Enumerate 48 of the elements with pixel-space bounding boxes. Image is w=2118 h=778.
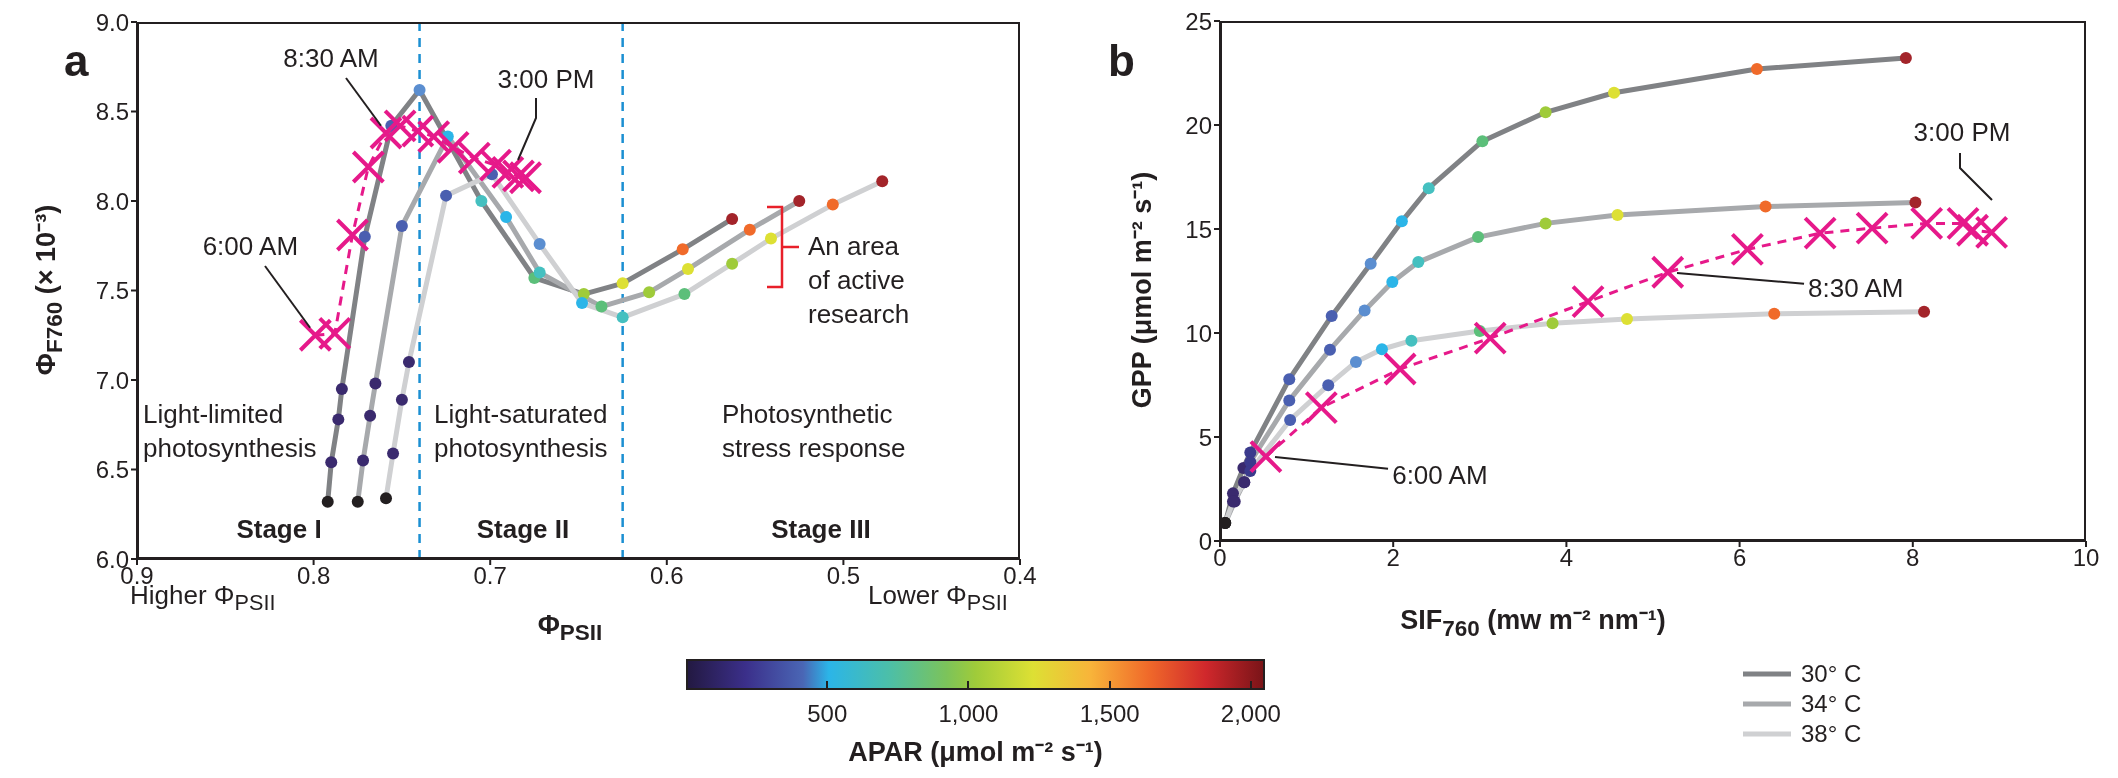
x-tick-label: 8 [1906,544,1920,572]
x-tick-label: 2 [1386,544,1400,572]
y-tick-label: 9.0 [95,8,129,36]
y-axis-title: GPP (μmol m⁻² s⁻¹) [1126,171,1157,409]
annotation: Stage III [771,514,871,545]
chart-title: a [64,36,89,85]
y-tick-label: 25 [1185,7,1212,35]
annotation: 3:00 PM [1913,117,2011,148]
y-tick-label: 15 [1185,215,1212,243]
legend-label: 34° C [1801,690,1862,718]
annotation: Photosynthetic stress response [722,399,906,463]
x-tick-label: 0.7 [473,562,507,590]
x-tick-label: 6 [1732,544,1747,572]
annotation: 8:30 AM [1808,272,1904,303]
x-tick-label: 0.8 [296,562,331,590]
color-bar-label: 2,000 [1220,700,1281,728]
x-tick-label: 0.6 [650,562,684,590]
y-tick-label: 0 [1198,527,1212,555]
x-tick-label: 0.4 [1003,562,1037,590]
y-tick-label: 20 [1185,111,1212,139]
legend-label: 38° C [1801,720,1862,748]
x-axis-title: Φ$_{PSII}$ [537,609,603,646]
chart-title: b [1108,36,1135,85]
annotation: 6:00 AM [1392,459,1488,490]
annotation: Stage II [476,514,570,545]
annotation: 8:30 AM [283,42,379,73]
color-bar-label: 1,000 [938,700,999,728]
annotation: Light-limited photosynthesis [143,399,317,463]
x-tick-label: 4 [1559,544,1574,572]
y-tick-label: 5 [1198,423,1212,451]
y-tick-label: 7.0 [95,366,129,394]
y-tick-label: 8.0 [95,187,129,215]
color-bar-label: 1,500 [1079,700,1140,728]
legend-label: 30° C [1801,660,1862,688]
x-tick-label: 10 [2072,544,2100,572]
annotation: Light-saturated photosynthesis [434,399,608,463]
annotation: An area of active research [808,231,910,329]
x-tick-label: 0.5 [826,562,861,590]
annotation: 6:00 AM [202,230,299,261]
color-bar-title: APAR (μmol m⁻² s⁻¹) [848,736,1103,767]
color-bar-label: 500 [807,700,848,728]
x-axis-title: SIF$_{760}$ (mw m⁻² nm⁻¹) [1400,605,1666,641]
y-tick-label: 10 [1185,319,1212,347]
y-tick-label: 6.5 [95,456,129,484]
annotation: 3:00 PM [497,64,595,95]
y-tick-label: 8.5 [95,98,129,126]
y-tick-label: 7.5 [95,277,129,305]
annotation: Stage I [236,514,322,545]
